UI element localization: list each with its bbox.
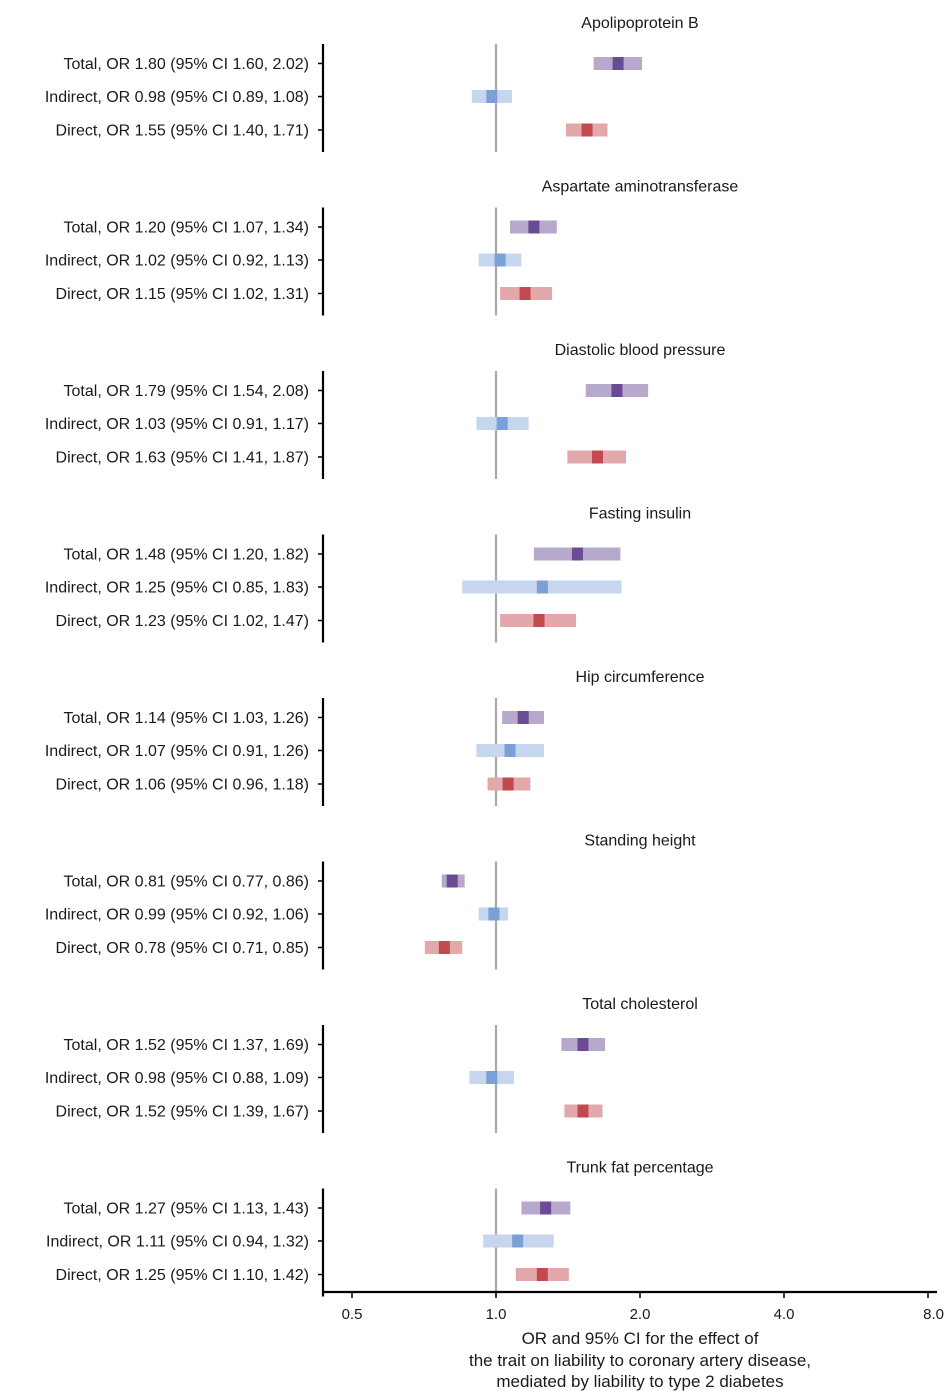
panel-2: Diastolic blood pressure Total, OR 1.79 (…: [45, 342, 726, 479]
panel-title: Hip circumference: [576, 669, 705, 686]
panel-0: Apolipoprotein B Total, OR 1.80 (95% CI 1…: [45, 15, 699, 152]
row-label-total: Total, OR 1.48 (95% CI 1.20, 1.82): [64, 547, 309, 564]
point-estimate-indirect: [494, 253, 506, 267]
row-label-total: Total, OR 0.81 (95% CI 0.77, 0.86): [64, 874, 309, 891]
x-tick-label: 1.0: [486, 1306, 507, 1323]
row-label-direct: Direct, OR 1.25 (95% CI 1.10, 1.42): [56, 1267, 309, 1284]
row-label-direct: Direct, OR 0.78 (95% CI 0.71, 0.85): [56, 940, 309, 957]
x-tick-label: 2.0: [630, 1306, 651, 1323]
point-estimate-indirect: [504, 744, 516, 757]
row-label-total: Total, OR 1.79 (95% CI 1.54, 2.08): [64, 383, 309, 400]
panel-title: Apolipoprotein B: [581, 15, 698, 32]
row-label-total: Total, OR 1.27 (95% CI 1.13, 1.43): [64, 1201, 309, 1218]
panel-title: Trunk fat percentage: [566, 1160, 713, 1177]
x-axis-label-line: the trait on liability to coronary arter…: [469, 1351, 811, 1370]
row-label-direct: Direct, OR 1.15 (95% CI 1.02, 1.31): [56, 286, 309, 303]
point-estimate-direct: [533, 614, 545, 627]
row-label-indirect: Indirect, OR 0.98 (95% CI 0.88, 1.09): [45, 1070, 309, 1087]
point-estimate-direct: [502, 777, 514, 791]
row-label-indirect: Indirect, OR 1.11 (95% CI 0.94, 1.32): [46, 1234, 309, 1251]
row-label-total: Total, OR 1.52 (95% CI 1.37, 1.69): [64, 1037, 309, 1054]
panel-1: Aspartate aminotransferase Total, OR 1.20…: [45, 179, 739, 316]
point-estimate-total: [517, 711, 529, 724]
x-tick-label: 4.0: [774, 1306, 795, 1323]
point-estimate-indirect: [496, 417, 508, 430]
panel-title: Total cholesterol: [582, 996, 698, 1013]
panel-7: Trunk fat percentage Total, OR 1.27 (95% …: [46, 1160, 714, 1297]
row-label-direct: Direct, OR 1.55 (95% CI 1.40, 1.71): [56, 123, 309, 140]
point-estimate-direct: [438, 941, 450, 954]
point-estimate-direct: [581, 123, 593, 137]
panel-4: Hip circumference Total, OR 1.14 (95% CI …: [45, 669, 705, 806]
row-label-total: Total, OR 1.14 (95% CI 1.03, 1.26): [64, 710, 309, 727]
point-estimate-indirect: [488, 907, 500, 921]
x-axis-label-line: OR and 95% CI for the effect of: [522, 1329, 759, 1348]
x-tick-label: 8.0: [923, 1306, 944, 1323]
point-estimate-direct: [536, 1268, 548, 1281]
panel-6: Total cholesterol Total, OR 1.52 (95% CI …: [45, 996, 698, 1133]
point-estimate-total: [528, 220, 540, 234]
point-estimate-direct: [592, 450, 604, 464]
row-label-indirect: Indirect, OR 0.98 (95% CI 0.89, 1.08): [45, 89, 309, 106]
row-label-direct: Direct, OR 1.23 (95% CI 1.02, 1.47): [56, 613, 309, 630]
point-estimate-total: [577, 1038, 589, 1051]
row-label-direct: Direct, OR 1.63 (95% CI 1.41, 1.87): [56, 450, 309, 467]
panel-title: Aspartate aminotransferase: [542, 179, 739, 196]
point-estimate-total: [612, 57, 624, 70]
point-estimate-indirect: [536, 580, 548, 594]
point-estimate-total: [611, 384, 623, 397]
panel-title: Fasting insulin: [589, 506, 691, 523]
row-label-indirect: Indirect, OR 0.99 (95% CI 0.92, 1.06): [45, 907, 309, 924]
row-label-direct: Direct, OR 1.06 (95% CI 0.96, 1.18): [56, 777, 309, 794]
row-label-indirect: Indirect, OR 1.07 (95% CI 0.91, 1.26): [45, 743, 309, 760]
point-estimate-total: [446, 874, 458, 888]
row-label-indirect: Indirect, OR 1.03 (95% CI 0.91, 1.17): [45, 416, 309, 433]
panel-title: Standing height: [584, 833, 696, 850]
point-estimate-indirect: [486, 1071, 498, 1084]
panel-title: Diastolic blood pressure: [555, 342, 726, 359]
row-label-total: Total, OR 1.80 (95% CI 1.60, 2.02): [64, 56, 309, 73]
point-estimate-total: [540, 1201, 552, 1215]
point-estimate-direct: [519, 287, 531, 300]
row-label-indirect: Indirect, OR 1.25 (95% CI 0.85, 1.83): [45, 580, 309, 597]
x-axis-label-line: mediated by liability to type 2 diabetes: [496, 1372, 783, 1391]
point-estimate-total: [571, 547, 583, 561]
row-label-indirect: Indirect, OR 1.02 (95% CI 0.92, 1.13): [45, 253, 309, 270]
x-tick-label: 0.5: [342, 1306, 363, 1323]
point-estimate-indirect: [486, 90, 498, 103]
point-estimate-indirect: [512, 1234, 524, 1248]
point-estimate-direct: [577, 1104, 589, 1118]
row-label-direct: Direct, OR 1.52 (95% CI 1.39, 1.67): [56, 1104, 309, 1121]
panel-3: Fasting insulin Total, OR 1.48 (95% CI 1.…: [45, 506, 691, 643]
row-label-total: Total, OR 1.20 (95% CI 1.07, 1.34): [64, 220, 309, 237]
panel-5: Standing height Total, OR 0.81 (95% CI 0.…: [45, 833, 696, 970]
